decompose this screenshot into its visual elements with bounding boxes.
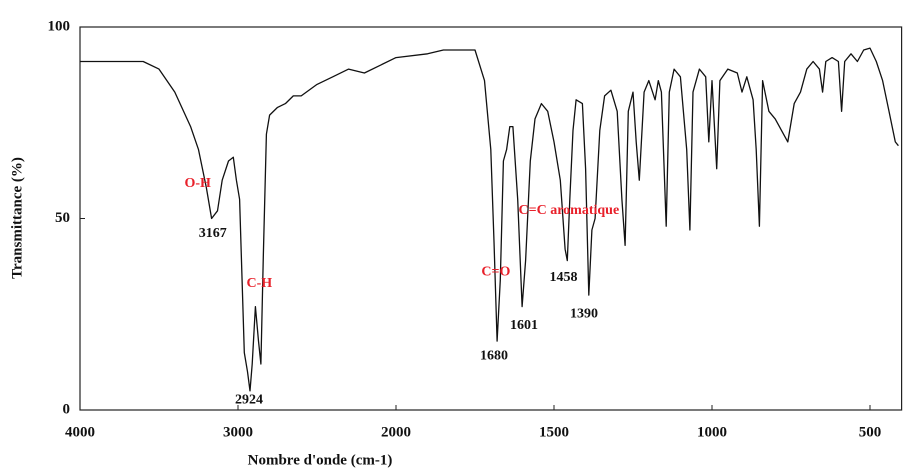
x-tick-label: 1500	[539, 424, 569, 440]
x-tick-label: 1000	[697, 424, 727, 440]
spectrum-line	[80, 47, 899, 392]
y-axis-title: Transmittance (%)	[9, 157, 25, 279]
y-tick-label: 100	[48, 18, 71, 34]
y-tick-label: 0	[63, 401, 71, 417]
x-axis-title: Nombre d'onde (cm-1)	[248, 452, 393, 468]
annotation: C=C aromatique	[519, 203, 620, 218]
annotation: O-H	[184, 176, 211, 191]
annotation: C-H	[246, 276, 272, 291]
annotation: 3167	[199, 226, 227, 241]
x-tick-label: 500	[859, 424, 882, 440]
annotation: 1680	[480, 349, 508, 364]
annotation: 1601	[510, 318, 538, 333]
x-tick-label: 3000	[223, 424, 253, 440]
annotation: C=O	[481, 264, 510, 279]
x-tick-label: 4000	[65, 424, 95, 440]
annotation: 1458	[549, 270, 577, 285]
x-tick-label: 2000	[381, 424, 411, 440]
annotation: 2924	[235, 392, 263, 407]
annotation: 1390	[570, 306, 598, 321]
y-tick-label: 50	[55, 210, 70, 226]
